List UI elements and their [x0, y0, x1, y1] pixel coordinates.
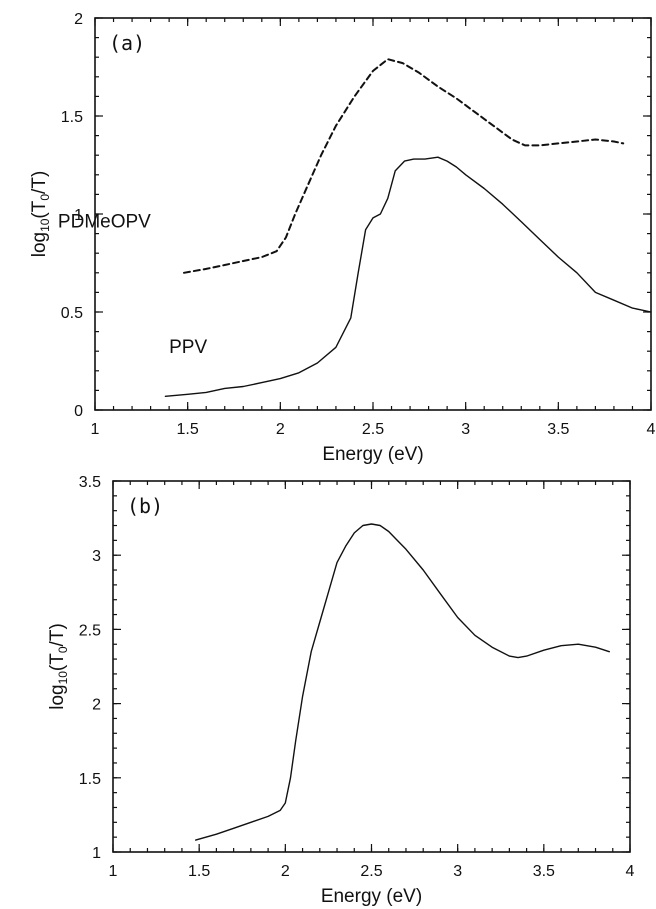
y-tick-label: 3	[92, 548, 101, 565]
panel-tag: (a)	[109, 31, 145, 55]
y-axis-title-sub: 10	[38, 218, 52, 232]
x-axis-title: Energy (eV)	[321, 886, 422, 907]
y-axis-title-suffix: /T)	[29, 171, 50, 194]
chart-panel-b: 1 1.5 2 2.5 3 3.5 4 1 1.5 2 2.5 3 3.5 Energy (eV) log1…	[47, 474, 635, 907]
y-axis-title-mid: (T	[29, 200, 50, 218]
y-tick-label: 0	[74, 403, 83, 420]
x-axis-title: Energy (eV)	[322, 444, 423, 465]
plot-frame	[112, 480, 631, 853]
y-axis-title: log10(T0/T)	[47, 623, 70, 710]
y-tick-label: 2.5	[79, 622, 101, 639]
y-axis-title-sub2: 0	[38, 194, 52, 201]
x-tick-label: 3.5	[547, 421, 569, 438]
y-axis-title-sub2: 0	[56, 646, 70, 653]
y-tick-label: 1.5	[61, 109, 83, 126]
y-axis-title-prefix: log	[47, 684, 68, 709]
y-tick-label: 3.5	[79, 474, 101, 491]
x-tick-label: 2	[281, 863, 290, 880]
x-tick-label: 3.5	[533, 863, 555, 880]
y-tick-label: 0.5	[61, 305, 83, 322]
x-tick-label: 1	[91, 421, 100, 438]
x-tick-label: 2.5	[360, 863, 382, 880]
x-tick-label: 1	[109, 863, 118, 880]
y-axis-title-prefix: log	[29, 232, 50, 257]
panel-tag: (b)	[127, 494, 163, 518]
y-tick-label: 2	[92, 697, 101, 714]
series-label-ppv: PPV	[169, 337, 207, 358]
x-tick-label: 1.5	[177, 421, 199, 438]
series-line-main	[195, 523, 610, 841]
y-axis-title-suffix: /T)	[47, 623, 68, 646]
x-tick-label: 1.5	[188, 863, 210, 880]
y-axis-title: log10(T0/T)	[29, 171, 52, 258]
y-axis-title-sub: 10	[56, 671, 70, 685]
series-line-pdmeopv	[183, 58, 625, 274]
series-line-ppv	[164, 156, 652, 397]
y-tick-label: 2	[74, 11, 83, 28]
series-label-pdmeopv: PDMeOPV	[58, 212, 151, 233]
x-tick-label: 3	[461, 421, 470, 438]
y-tick-label: 1.5	[79, 771, 101, 788]
y-tick-label: 1	[74, 207, 83, 224]
chart-panel-a: 1 1.5 2 2.5 3 3.5 4 0 0.5 1 1.5 2 Energy (eV) log10(T…	[29, 11, 656, 465]
x-tick-label: 3	[453, 863, 462, 880]
x-tick-label: 2.5	[362, 421, 384, 438]
x-tick-label: 2	[276, 421, 285, 438]
x-tick-label: 4	[626, 863, 635, 880]
x-tick-label: 4	[647, 421, 656, 438]
y-axis-title-mid: (T	[47, 653, 68, 671]
y-tick-label: 1	[92, 845, 101, 862]
